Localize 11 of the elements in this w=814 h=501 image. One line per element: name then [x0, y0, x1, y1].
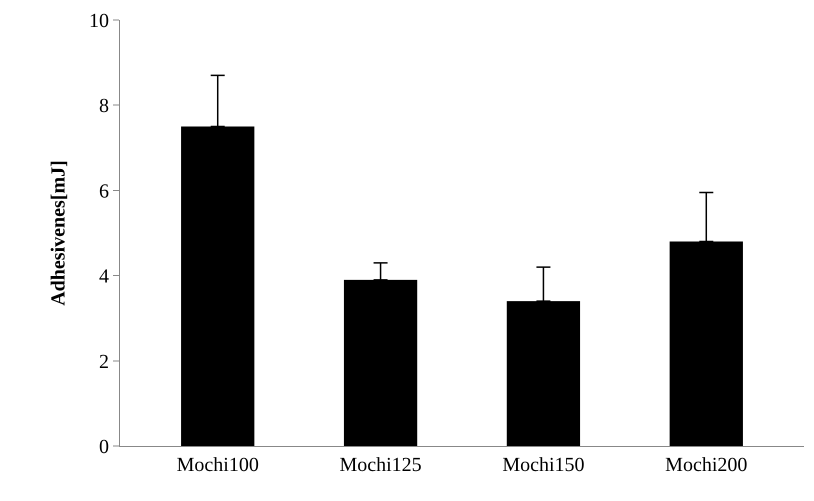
y-tick-label: 8: [99, 95, 109, 118]
x-tick-label: Mochi125: [339, 454, 422, 476]
y-tick-label: 6: [99, 180, 109, 202]
y-tick-label: 10: [89, 10, 109, 32]
y-axis-title: Adhesivenes[mJ]: [48, 160, 70, 306]
x-tick-label: Mochi100: [176, 454, 259, 476]
y-tick-label: 2: [99, 350, 109, 373]
x-tick-label: Mochi150: [502, 454, 585, 476]
y-tick-label: 4: [99, 266, 109, 288]
y-tick-label: 0: [99, 436, 109, 458]
x-tick-label: Mochi200: [665, 454, 748, 476]
